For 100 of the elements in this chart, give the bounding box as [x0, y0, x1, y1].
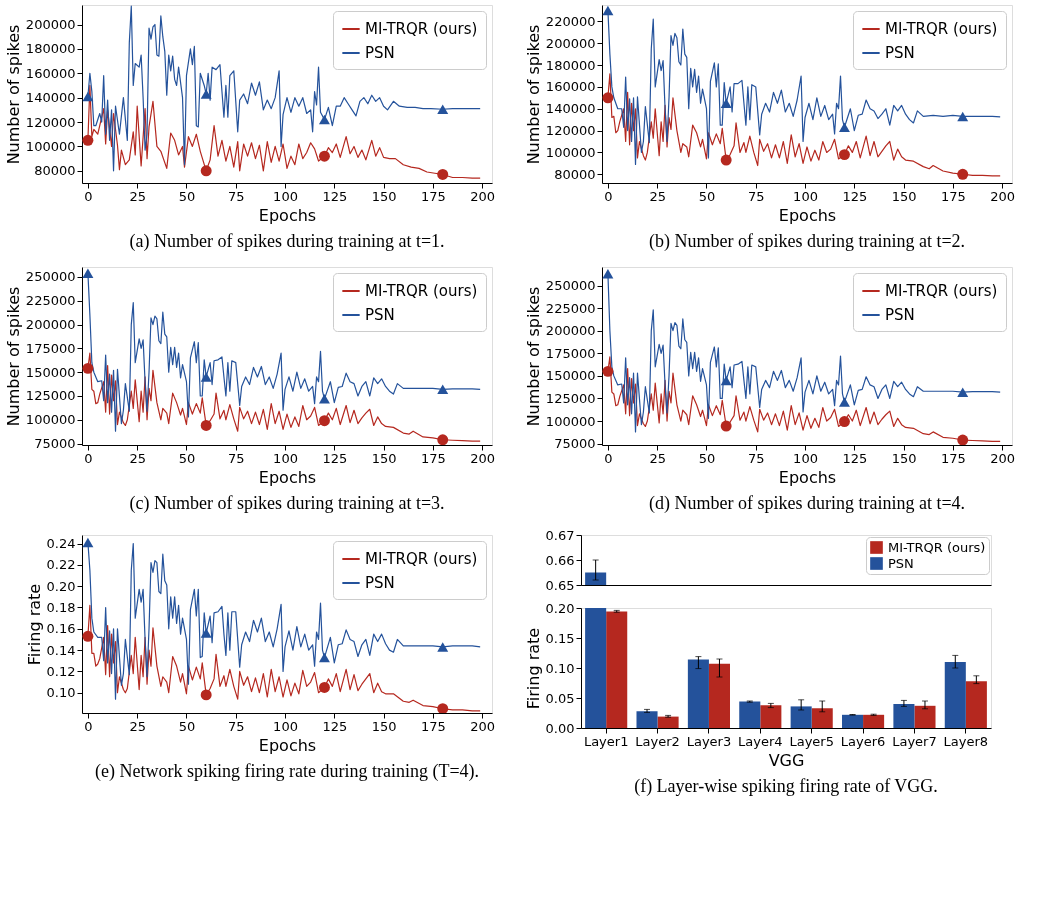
point	[957, 387, 969, 397]
x-tick-label: 175	[940, 188, 966, 204]
x-tick-label: 25	[649, 450, 666, 466]
bar	[708, 663, 730, 728]
y-tick-label: 100000	[545, 144, 596, 160]
x-tick-label: 125	[842, 188, 868, 204]
legend-label: MI-TRQR (ours)	[885, 282, 998, 300]
x-tick-label: 0	[84, 188, 93, 204]
point	[318, 681, 330, 693]
x-tick-label: 150	[371, 450, 397, 466]
y-tick-label: 0.24	[46, 536, 76, 552]
x-tick-label: 200	[470, 718, 496, 734]
point	[602, 365, 614, 377]
y-tick-label: 125000	[25, 388, 76, 404]
y-tick-label: 0.66	[545, 552, 575, 568]
y-tick-label: 0.00	[545, 720, 575, 736]
point	[82, 537, 94, 548]
x-tick-label: 125	[322, 718, 348, 734]
legend-label: PSN	[885, 44, 915, 62]
x-axis-title: Epochs	[258, 467, 317, 487]
y-tick-label: 120000	[25, 114, 76, 130]
point	[720, 98, 732, 109]
legend-label: PSN	[888, 555, 914, 571]
point	[200, 689, 212, 701]
bar	[585, 608, 607, 728]
y-axis-title: Firing rate	[523, 627, 543, 710]
y-tick-label: 75000	[34, 436, 76, 452]
x-tick-label: 150	[371, 188, 397, 204]
y-axis-title: Number of spikes	[523, 286, 543, 427]
x-tick-label: 50	[698, 450, 716, 466]
point	[318, 415, 330, 427]
point	[318, 114, 330, 125]
y-tick-label: 0.22	[46, 557, 76, 573]
bar	[914, 705, 936, 728]
bar	[606, 611, 628, 728]
x-tick-label: 150	[371, 718, 397, 734]
point	[318, 394, 330, 404]
bar	[811, 708, 833, 728]
y-tick-label: 200000	[25, 317, 76, 333]
x-tick-label: 125	[842, 450, 868, 466]
legend-label: MI-TRQR (ours)	[885, 20, 998, 38]
y-tick-label: 175000	[25, 340, 76, 356]
point	[82, 362, 94, 374]
point	[602, 269, 614, 279]
y-tick-label: 250000	[545, 278, 596, 294]
point	[437, 169, 449, 180]
text: (f) Layer-wise spiking firing rate of VGG.	[634, 776, 938, 797]
legend-label: PSN	[885, 306, 915, 324]
y-tick-label: 75000	[554, 436, 596, 452]
y-axis-title: Number of spikes	[3, 286, 23, 427]
y-tick-label: 160000	[25, 65, 76, 81]
x-tick-label: 100	[273, 188, 298, 204]
point	[82, 630, 94, 642]
y-tick-label: 220000	[545, 13, 596, 29]
point	[437, 384, 449, 395]
y-tick-label: 150000	[25, 364, 76, 380]
x-tick-label: 0	[84, 450, 93, 466]
y-tick-label: 80000	[34, 163, 76, 179]
y-tick-label: 0.10	[46, 685, 76, 701]
y-tick-label: 160000	[545, 79, 596, 95]
x-tick-label: Layer8	[943, 733, 989, 749]
y-tick-label: 140000	[545, 101, 596, 117]
point	[437, 703, 449, 713]
point	[838, 149, 850, 161]
point	[82, 91, 94, 102]
x-tick-label: 175	[420, 718, 446, 734]
point	[82, 268, 94, 278]
bar	[657, 716, 679, 728]
x-tick-label: Layer6	[840, 733, 886, 749]
point	[318, 652, 330, 663]
point	[602, 92, 614, 104]
x-axis-title: VGG	[768, 750, 805, 770]
y-tick-label: 0.18	[46, 599, 76, 615]
x-tick-label: 25	[129, 718, 146, 734]
y-tick-label: 0.16	[46, 621, 76, 637]
x-tick-label: 50	[178, 188, 196, 204]
y-tick-label: 100000	[545, 413, 596, 429]
text: (d) Number of spikes during training at t=4.	[648, 493, 966, 514]
bar	[739, 701, 761, 728]
x-tick-label: Layer7	[892, 733, 937, 749]
y-tick-label: 0.05	[545, 690, 575, 706]
point	[200, 372, 212, 382]
y-tick-label: 0.12	[46, 663, 76, 679]
point	[957, 111, 969, 122]
x-tick-label: 125	[322, 450, 348, 466]
point	[957, 434, 969, 445]
x-tick-label: 0	[604, 188, 613, 204]
bar	[863, 714, 885, 728]
x-tick-label: 200	[990, 188, 1016, 204]
point	[200, 89, 212, 99]
x-tick-label: 50	[178, 718, 196, 734]
point	[318, 150, 330, 162]
y-axis-title: Firing rate	[24, 583, 44, 666]
bar	[965, 681, 987, 728]
x-axis-title: Epochs	[778, 205, 837, 225]
y-tick-label: 225000	[25, 293, 76, 309]
bar	[790, 706, 812, 728]
bar	[944, 662, 966, 728]
y-tick-label: 225000	[545, 300, 596, 316]
x-tick-label: 125	[322, 188, 348, 204]
